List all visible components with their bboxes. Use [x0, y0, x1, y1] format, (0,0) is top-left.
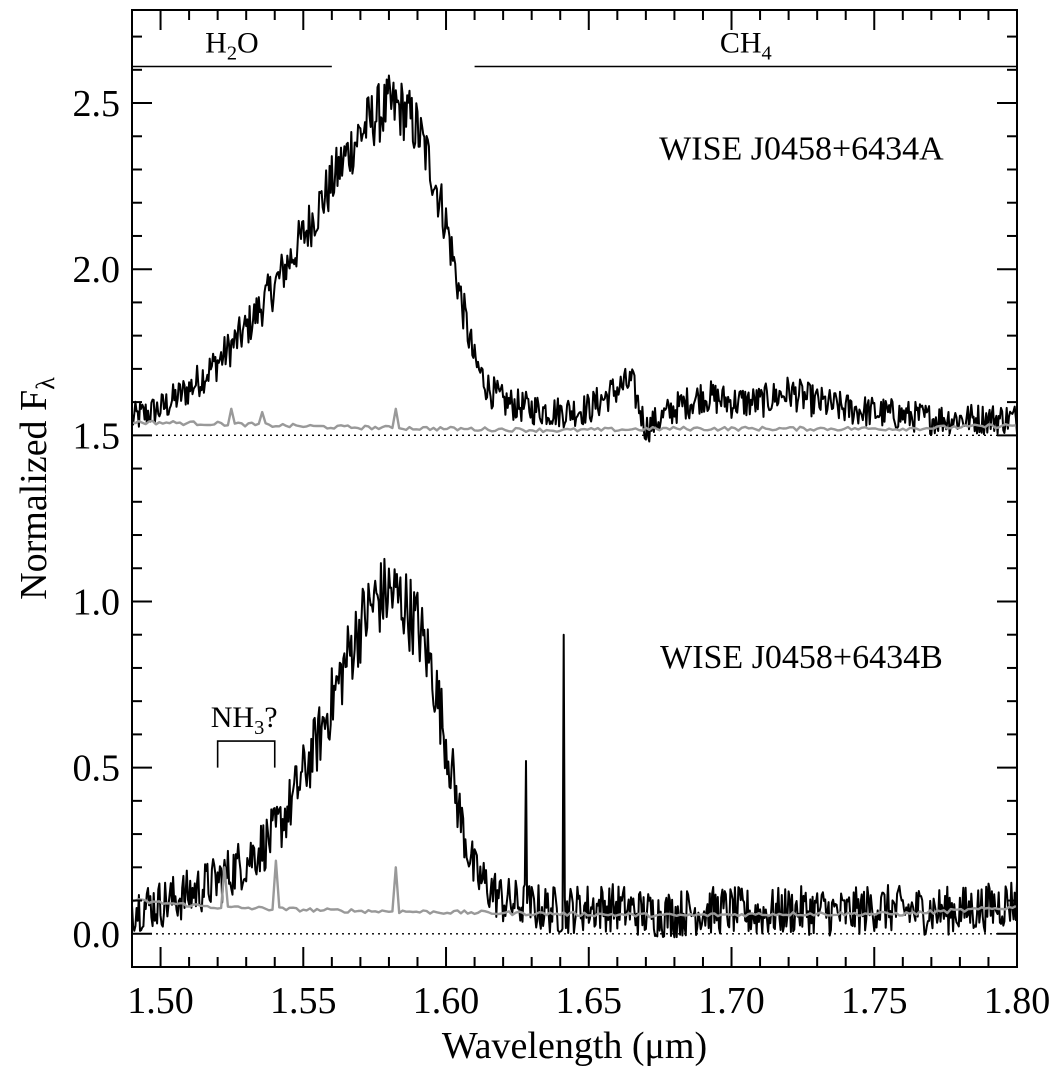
y-tick-label: 2.5	[73, 83, 121, 125]
plot-frame	[131, 9, 1018, 968]
y-tick-label: 0.5	[73, 748, 121, 790]
band-label-1: CH4	[720, 26, 772, 64]
x-tick-label: 1.50	[127, 980, 194, 1022]
x-tick-label: 1.60	[413, 980, 480, 1022]
annotation-label: NH3?	[211, 701, 278, 739]
tick-layer: 1.50 1.55 1.60 1.65 1.70 1.75 1.80 0.0 0.5 1.0 1.5…	[73, 10, 1051, 1022]
series-label-0: WISE J0458+6434A	[659, 131, 944, 168]
y-tick-label: 0.0	[73, 914, 121, 956]
x-tick-label: 1.65	[556, 980, 623, 1022]
series-line-2	[132, 407, 1017, 434]
series-line-0	[132, 74, 1017, 443]
x-tick-label: 1.70	[698, 980, 765, 1022]
x-axis-label: Wavelength (μm)	[442, 1025, 707, 1067]
y-axis-label: Normalized Fλ	[13, 377, 60, 600]
band-label-0: H2O	[205, 26, 259, 64]
annotation-bracket	[216, 740, 276, 768]
series-label-1: WISE J0458+6434B	[660, 639, 943, 676]
x-tick-label: 1.80	[984, 980, 1051, 1022]
x-tick-label: 1.75	[841, 980, 908, 1022]
y-tick-label: 1.5	[73, 415, 121, 457]
label-layer: Wavelength (μm) Normalized Fλ H2O CH4 NH3? WI…	[13, 26, 1017, 1067]
y-tick-label: 2.0	[73, 249, 121, 291]
series-layer	[132, 74, 1017, 939]
y-tick-label: 1.0	[73, 581, 121, 623]
series-line-3	[132, 859, 1017, 919]
x-tick-label: 1.55	[270, 980, 337, 1022]
series-line-1	[132, 557, 1017, 939]
